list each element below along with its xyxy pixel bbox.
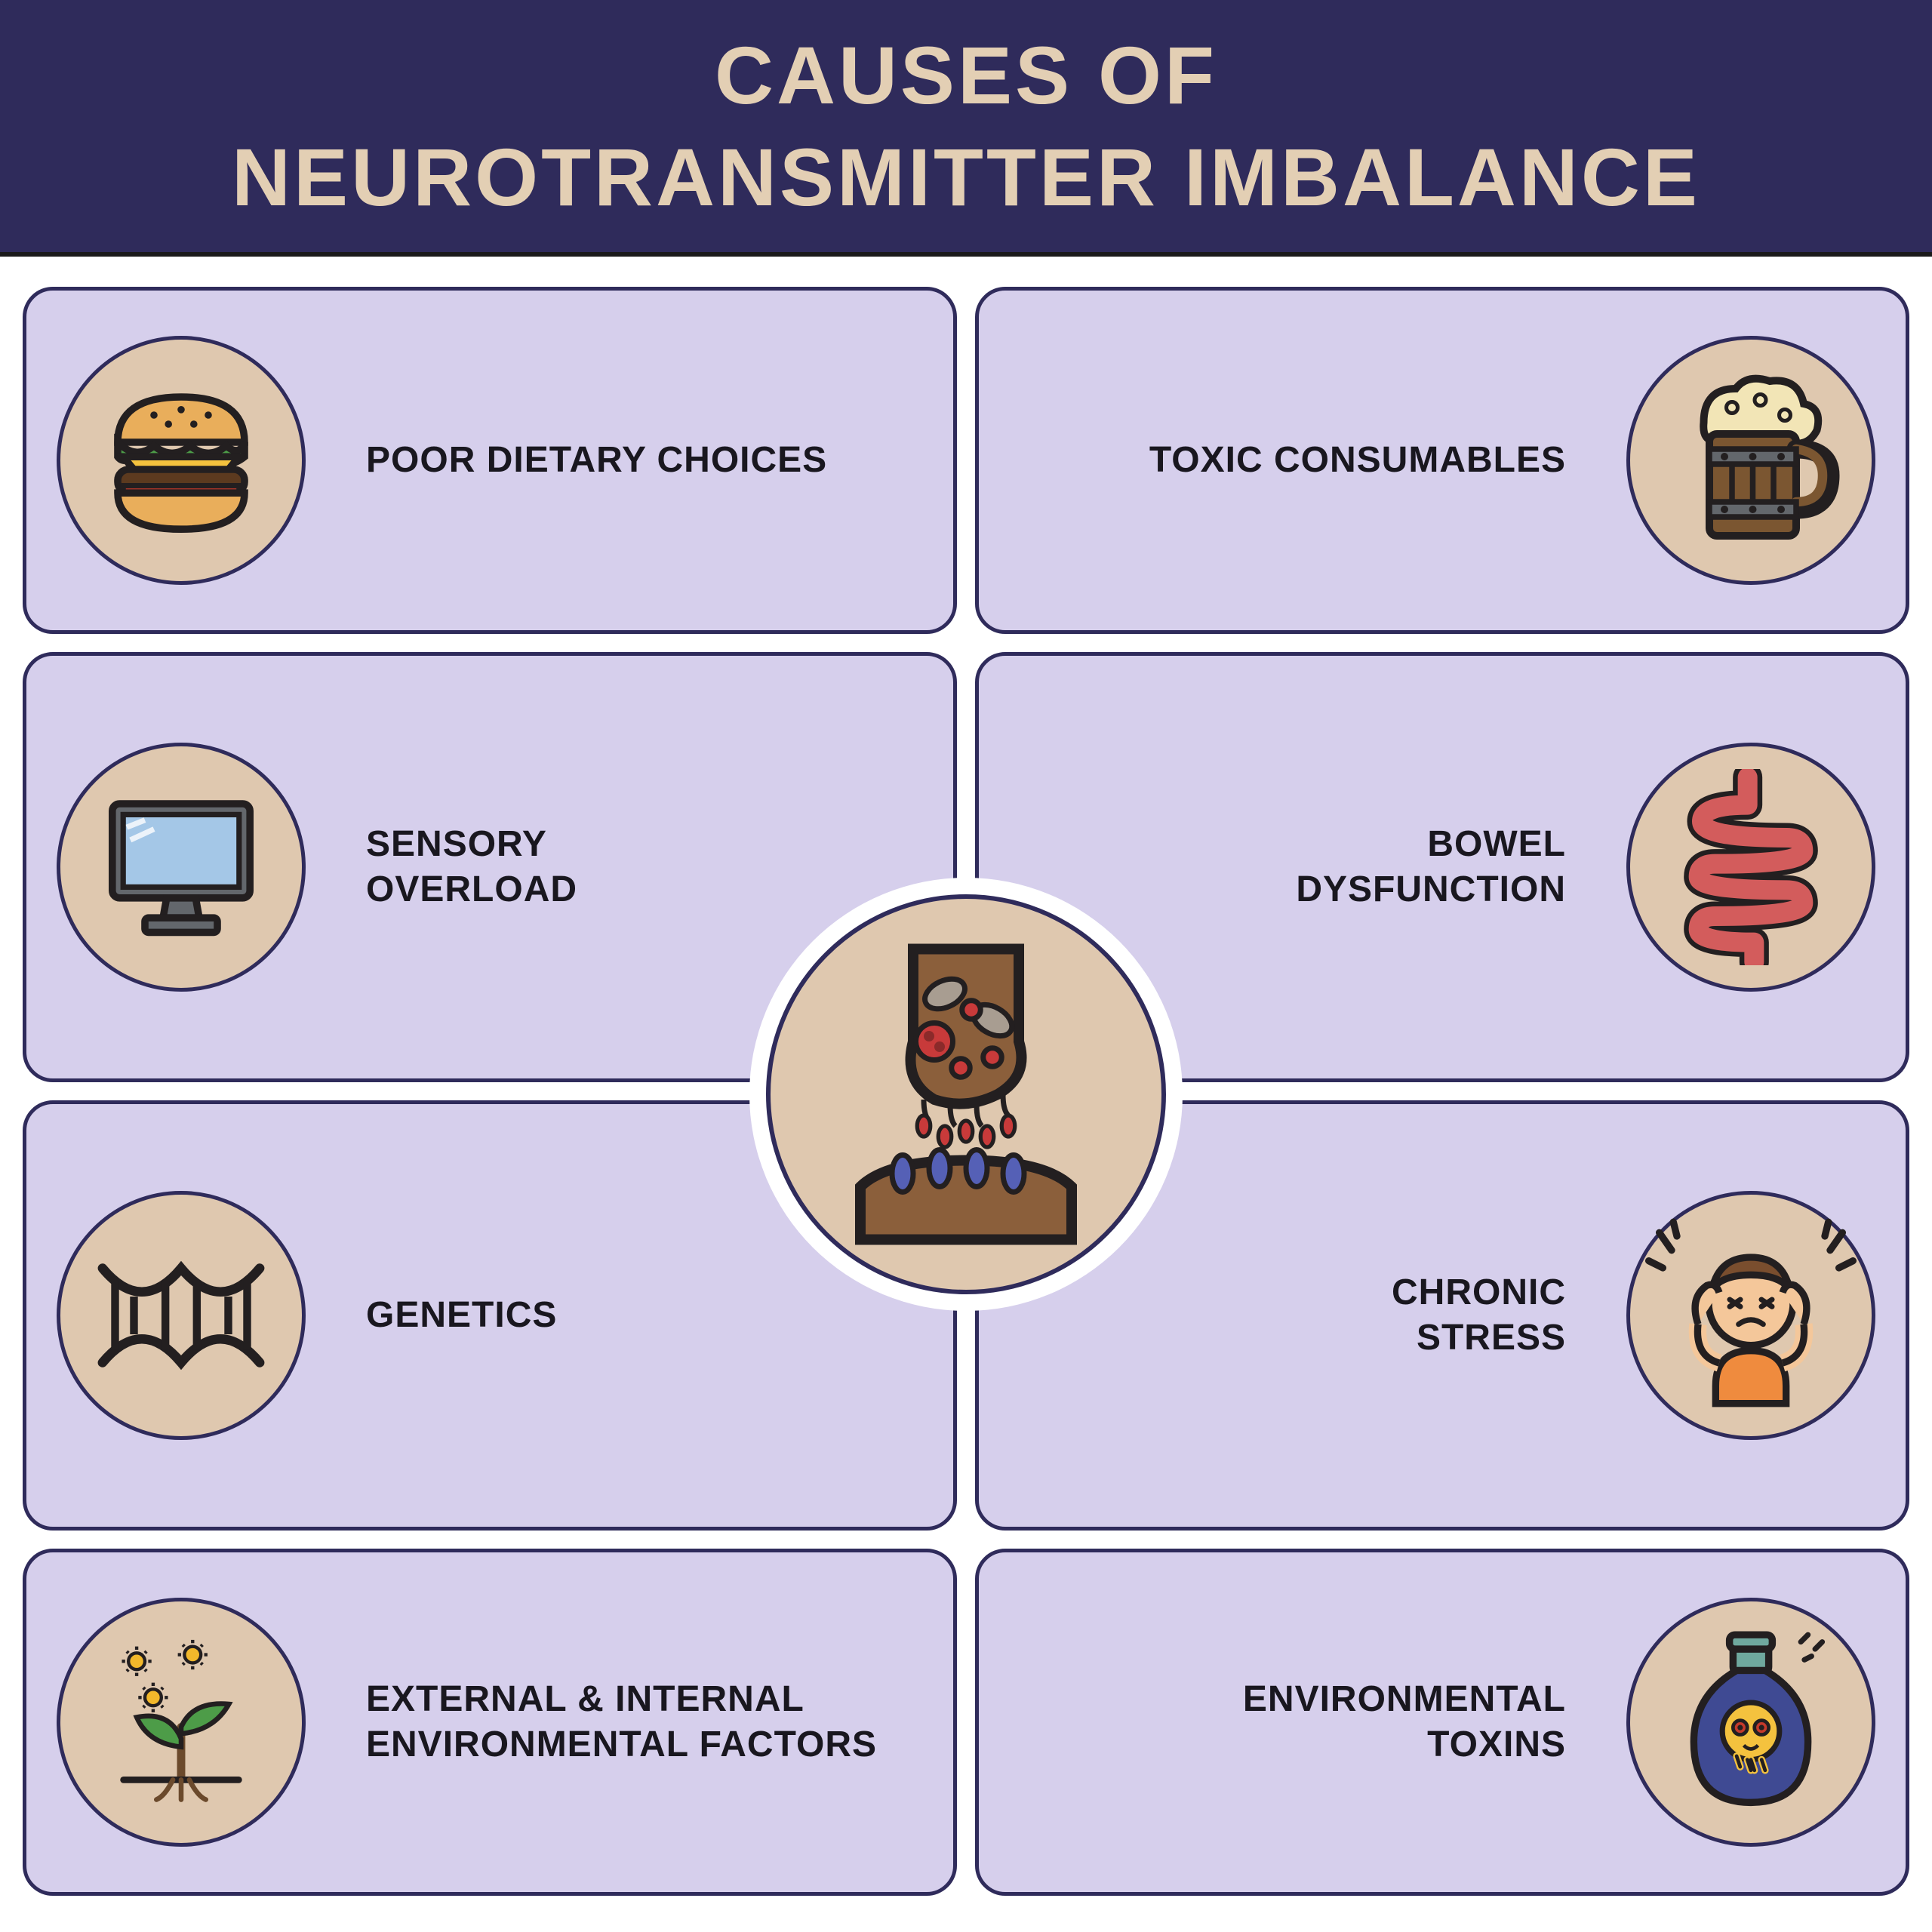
stressed-person-icon	[1645, 1217, 1857, 1414]
burger-icon	[91, 370, 272, 551]
label-bowel: BOWELDYSFUNCTION	[1296, 822, 1566, 912]
label-toxic: TOXIC CONSUMABLES	[1149, 438, 1566, 483]
monitor-icon	[91, 777, 272, 958]
icon-circle-stress	[1626, 1191, 1875, 1440]
icon-circle-bowel	[1626, 743, 1875, 992]
card-env-factors: EXTERNAL & INTERNALENVIRONMENTAL FACTORS	[23, 1549, 957, 1896]
infographic-frame: CAUSES OF NEUROTRANSMITTER IMBALANCE POO…	[0, 0, 1932, 1932]
card-diet: POOR DIETARY CHOICES	[23, 287, 957, 634]
icon-circle-genetics	[57, 1191, 306, 1440]
sun-small-2	[178, 1640, 208, 1669]
title-line-2: NEUROTRANSMITTER IMBALANCE	[232, 131, 1700, 223]
card-toxic: TOXIC CONSUMABLES	[975, 287, 1909, 634]
dna-icon	[87, 1232, 275, 1398]
header-banner: CAUSES OF NEUROTRANSMITTER IMBALANCE	[0, 0, 1932, 257]
icon-circle-env-toxins	[1626, 1598, 1875, 1847]
sun-small	[122, 1647, 151, 1676]
label-env-toxins: ENVIRONMENTALTOXINS	[1243, 1677, 1566, 1767]
infographic-body: POOR DIETARY CHOICES TOXIC CONSUMABLES	[0, 257, 1932, 1932]
label-sensory: SENSORYOVERLOAD	[366, 822, 577, 912]
beer-icon	[1657, 366, 1845, 555]
label-genetics: GENETICS	[366, 1293, 557, 1338]
main-title: CAUSES OF NEUROTRANSMITTER IMBALANCE	[232, 24, 1700, 228]
icon-circle-sensory	[57, 743, 306, 992]
icon-circle-diet	[57, 336, 306, 585]
card-env-toxins: ENVIRONMENTALTOXINS	[975, 1549, 1909, 1896]
synapse-icon	[808, 936, 1124, 1253]
label-env-factors: EXTERNAL & INTERNALENVIRONMENTAL FACTORS	[366, 1677, 877, 1767]
label-diet: POOR DIETARY CHOICES	[366, 438, 827, 483]
label-stress: CHRONICSTRESS	[1392, 1270, 1566, 1361]
center-circle	[766, 894, 1166, 1294]
plant-icon	[87, 1632, 275, 1813]
icon-circle-toxic	[1626, 336, 1875, 585]
title-line-1: CAUSES OF	[715, 29, 1217, 121]
intestine-icon	[1668, 769, 1834, 965]
poison-flask-icon	[1660, 1624, 1841, 1820]
sun-small-3	[138, 1683, 168, 1712]
icon-circle-env-factors	[57, 1598, 306, 1847]
